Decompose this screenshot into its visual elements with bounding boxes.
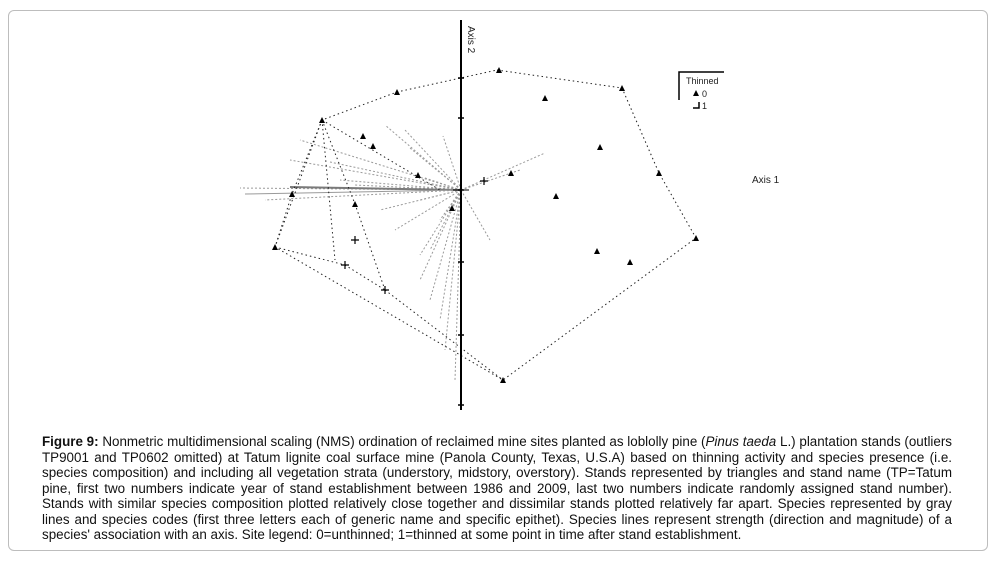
stand-triangle [500,377,506,383]
stand-triangle [627,259,633,265]
axis-2-label: Axis 2 [465,26,476,54]
figure-frame [8,10,988,551]
species-line [419,189,462,256]
species-line [444,189,462,351]
figure-caption: Figure 9: Nonmetric multidimensional sca… [42,434,952,543]
thinned-marker [351,236,359,244]
stand-markers [272,67,699,383]
species-vectors [239,124,546,381]
legend-triangle-icon [693,90,699,96]
species-line [442,135,462,191]
species-line [409,147,462,191]
thinned-marker [341,261,349,269]
legend: Thinned 0 1 [678,71,724,111]
species-line [299,139,462,191]
stand-triangle [394,89,400,95]
hull-subline [321,119,336,261]
axis-1-label: Axis 1 [752,175,780,186]
figure-label: Figure 9: [42,434,99,449]
stand-triangle [619,85,625,91]
stand-triangle [319,117,325,123]
species-line [439,189,462,321]
stand-triangle [272,244,278,250]
stand-triangle [360,133,366,139]
legend-title: Thinned [686,76,719,86]
hull-subline [384,289,504,381]
stand-triangle [542,95,548,101]
axis-2: Axis 2 [453,20,476,410]
species-line [244,189,462,195]
species-line [429,189,462,251]
thinned-marker [381,286,389,294]
thinned-marker [480,177,488,185]
stand-triangle [415,172,421,178]
stand-triangle [693,235,699,241]
species-line [429,189,462,301]
hull-subline [274,246,386,291]
stand-triangle [597,144,603,150]
species-line [264,189,462,201]
hull-polygon [274,69,697,381]
stand-triangle [553,193,559,199]
stand-triangle [508,170,514,176]
species-line-strong [289,186,462,191]
legend-item-0: 0 [702,89,707,99]
stand-hull-outlines [274,69,697,381]
species-line [339,179,462,191]
species-line [289,159,462,191]
species-line [460,189,491,241]
stand-triangle [656,170,662,176]
stand-triangle [496,67,502,73]
stand-triangle [289,191,295,197]
stand-triangle [352,201,358,207]
hull-subline [321,119,441,191]
legend-thinned-icon [693,102,700,109]
nms-ordination-plot: Axis 2 Axis 1 Thinned 0 1 [239,20,780,410]
species-line [379,189,462,211]
caption-text-2: L.) plantation stands (outliers TP9001 a… [42,434,953,542]
stand-triangle [370,143,376,149]
stand-triangle [594,248,600,254]
species-line [404,129,462,191]
caption-text-1: Nonmetric multidimensional scaling (NMS)… [98,434,706,449]
species-line [419,189,462,281]
legend-item-1: 1 [702,101,707,111]
caption-species-name: Pinus taeda [705,434,777,449]
stand-triangle [449,205,455,211]
species-line [329,161,462,191]
species-line [394,189,462,231]
species-line [460,152,546,191]
